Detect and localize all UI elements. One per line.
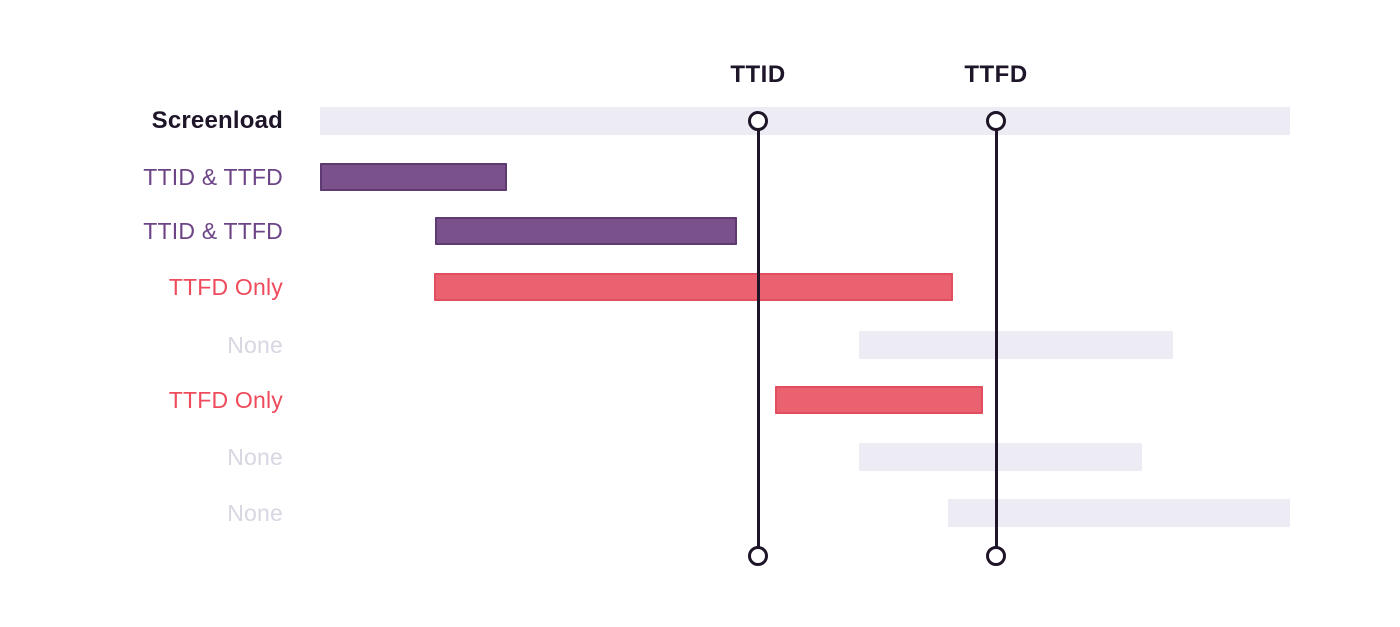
screenload-span-bar <box>320 107 1290 135</box>
none-span-bar <box>948 499 1290 527</box>
row-label: TTID & TTFD <box>143 164 283 190</box>
purple-span-bar <box>435 217 737 245</box>
marker-circle-top <box>986 111 1006 131</box>
marker-label: TTFD <box>964 61 1028 88</box>
row-label: TTFD Only <box>168 387 283 413</box>
row-label: None <box>227 500 283 526</box>
marker-line <box>756 121 760 556</box>
marker-circle-top <box>748 111 768 131</box>
marker-circle-bottom <box>986 546 1006 566</box>
row-label: None <box>227 332 283 358</box>
row-label: None <box>227 444 283 470</box>
marker-label: TTID <box>730 61 786 88</box>
red-span-bar <box>434 273 953 301</box>
red-span-bar <box>775 386 983 414</box>
none-span-bar <box>859 331 1173 359</box>
marker-line <box>994 121 998 556</box>
purple-span-bar <box>320 163 507 191</box>
row-label: TTID & TTFD <box>143 218 283 244</box>
marker-circle-bottom <box>748 546 768 566</box>
none-span-bar <box>859 443 1142 471</box>
row-label: TTFD Only <box>168 274 283 300</box>
row-label: Screenload <box>151 107 283 134</box>
